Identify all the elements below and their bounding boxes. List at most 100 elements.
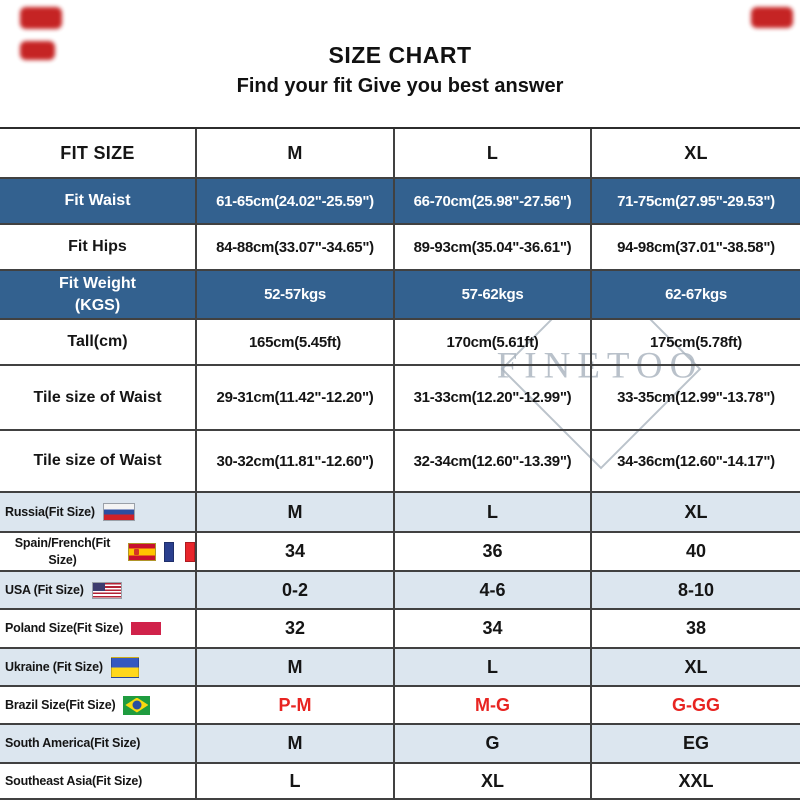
row-label: Poland Size(Fit Size) — [0, 610, 197, 647]
table-row: Spain/French(Fit Size) 34 36 40 — [0, 533, 800, 572]
size-cell: 30-32cm(11.81"-12.60") — [197, 431, 395, 491]
table-row: Fit Hips 84-88cm(33.07"-34.65") 89-93cm(35… — [0, 225, 800, 271]
size-cell: 38 — [685, 618, 707, 638]
size-cell: L — [395, 493, 592, 531]
row-label-text: Spain/French(Fit Size) — [14, 535, 111, 567]
column-header-m: M — [197, 129, 395, 177]
spain-flag-icon — [128, 542, 156, 561]
column-header-xl: XL — [684, 142, 708, 163]
size-cell: 34-36cm(12.60"-14.17") — [617, 452, 775, 470]
table-row: Tile size of Waist 30-32cm(11.81"-12.60")… — [0, 431, 800, 493]
size-cell: 57-62kgs — [395, 271, 592, 318]
redaction-mark — [20, 41, 55, 60]
size-cell: XL — [395, 764, 592, 798]
row-label-text: Ukraine (Fit Size) — [5, 659, 103, 674]
table-row: Ukraine (Fit Size) M L XL — [0, 649, 800, 687]
row-label: Fit Hips — [0, 225, 197, 269]
table-row: South America(Fit Size) M G EG — [0, 725, 800, 764]
size-cell: 34 — [395, 610, 592, 647]
row-label: Southeast Asia(Fit Size) — [0, 764, 197, 798]
row-label-text: USA (Fit Size) — [5, 582, 84, 597]
size-cell: 36 — [395, 533, 592, 570]
row-label-text: Tall(cm) — [67, 333, 128, 351]
table-row: Tall(cm) 165cm(5.45ft) 170cm(5.61ft) 175cm(… — [0, 320, 800, 366]
size-cell: L — [395, 649, 592, 685]
row-label: Russia(Fit Size) — [0, 493, 197, 531]
size-cell: 32 — [197, 610, 395, 647]
row-label: Ukraine (Fit Size) — [0, 649, 197, 685]
usa-flag-icon — [91, 581, 122, 599]
row-label-text: Tile size of Waist — [33, 388, 162, 406]
france-flag-blue-bar — [164, 541, 174, 562]
size-cell: 52-57kgs — [197, 271, 395, 318]
ukraine-flag-icon — [110, 656, 139, 678]
page-subtitle: Find your fit Give you best answer — [236, 75, 564, 97]
size-cell: 71-75cm(27.95"-29.53") — [617, 192, 775, 210]
size-cell: G-GG — [672, 694, 720, 715]
size-cell: EG — [682, 733, 709, 753]
size-cell: 94-98cm(37.01"-38.58") — [617, 238, 775, 256]
size-cell: G — [395, 725, 592, 762]
size-cell: M — [197, 725, 395, 762]
row-label: South America(Fit Size) — [0, 725, 197, 762]
row-label-text: Russia(Fit Size) — [5, 504, 95, 519]
france-flag-red-bar — [185, 541, 195, 562]
row-label-text: Fit Hips — [68, 238, 127, 256]
row-label-text: Fit Weight (KGS) — [58, 274, 137, 314]
size-cell: 0-2 — [197, 572, 395, 608]
size-cell: 33-35cm(12.99"-13.78") — [617, 389, 775, 406]
redaction-mark — [751, 7, 793, 28]
size-cell: M — [197, 493, 395, 531]
size-cell: XXL — [678, 770, 714, 791]
size-cell: 31-33cm(12.20"-12.99") — [395, 366, 592, 429]
size-cell: 165cm(5.45ft) — [197, 320, 395, 364]
row-label-text: Poland Size(Fit Size) — [5, 621, 124, 636]
row-label: Tile size of Waist — [0, 431, 197, 491]
table-row: Tile size of Waist 29-31cm(11.42"-12.20")… — [0, 366, 800, 431]
france-flag-icon — [164, 541, 195, 562]
size-cell: 40 — [685, 541, 707, 561]
row-label: Brazil Size(Fit Size) — [0, 687, 197, 723]
size-cell: 175cm(5.78ft) — [650, 333, 742, 351]
size-cell: 61-65cm(24.02"-25.59") — [197, 179, 395, 223]
size-cell: 32-34cm(12.60"-13.39") — [395, 431, 592, 491]
row-label-text: Tile size of Waist — [33, 452, 162, 470]
brazil-flag-icon — [123, 695, 151, 715]
size-cell: 66-70cm(25.98"-27.56") — [395, 179, 592, 223]
size-cell: 29-31cm(11.42"-12.20") — [197, 366, 395, 429]
size-cell: 34 — [197, 533, 395, 570]
table-row: Brazil Size(Fit Size) P-M M-G G-GG — [0, 687, 800, 725]
table-row: Russia(Fit Size) M L XL — [0, 493, 800, 533]
table-row: USA (Fit Size) 0-2 4-6 8-10 — [0, 572, 800, 610]
size-cell: P-M — [197, 687, 395, 723]
table-row: Fit Weight (KGS) 52-57kgs 57-62kgs 62-67kgs — [0, 271, 800, 320]
size-cell: 84-88cm(33.07"-34.65") — [197, 225, 395, 269]
row-label-text: South America(Fit Size) — [5, 736, 141, 751]
size-cell: XL — [684, 501, 708, 522]
row-label: Tile size of Waist — [0, 366, 197, 429]
size-table: FIT SIZE M L XL Fit Waist 61-65cm(24.02"-… — [0, 127, 800, 800]
size-cell: 62-67kgs — [665, 286, 727, 303]
row-label-text: Brazil Size(Fit Size) — [5, 697, 116, 712]
size-cell: 170cm(5.61ft) — [395, 320, 592, 364]
column-header-fit-size: FIT SIZE — [0, 129, 197, 177]
size-cell: L — [197, 764, 395, 798]
table-row: Southeast Asia(Fit Size) L XL XXL — [0, 764, 800, 800]
row-label: Fit Waist — [0, 179, 197, 223]
poland-flag-icon — [131, 622, 162, 635]
row-label-text: Fit Waist — [64, 192, 131, 210]
size-table-body: Fit Waist 61-65cm(24.02"-25.59") 66-70cm(2… — [0, 179, 800, 800]
title-block: SIZE CHART Find your fit Give you best a… — [0, 0, 800, 127]
size-cell: XL — [684, 656, 708, 677]
column-header-l: L — [395, 129, 592, 177]
size-cell: M — [197, 649, 395, 685]
size-cell: 4-6 — [395, 572, 592, 608]
size-cell: 8-10 — [677, 579, 715, 600]
page-title: SIZE CHART — [328, 42, 472, 68]
row-label: USA (Fit Size) — [0, 572, 197, 608]
row-label: Tall(cm) — [0, 320, 197, 364]
redaction-mark — [20, 7, 62, 29]
table-row: Fit Waist 61-65cm(24.02"-25.59") 66-70cm(2… — [0, 179, 800, 225]
size-cell: M-G — [395, 687, 592, 723]
